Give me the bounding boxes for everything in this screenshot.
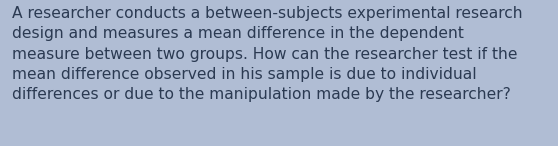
Text: A researcher conducts a between-subjects experimental research
design and measur: A researcher conducts a between-subjects… <box>12 6 523 102</box>
